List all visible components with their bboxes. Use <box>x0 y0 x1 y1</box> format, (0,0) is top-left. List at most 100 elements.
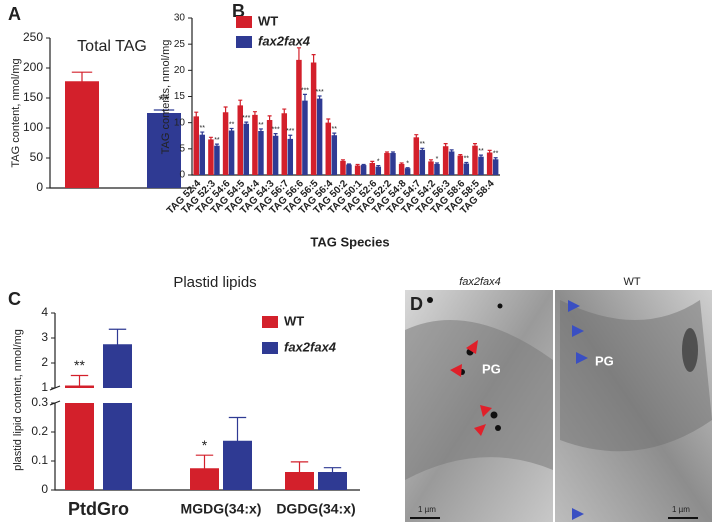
bar <box>442 146 449 175</box>
y-tick-label: 0 <box>41 482 48 496</box>
bar <box>65 81 99 188</box>
red-arrowheads <box>450 340 492 436</box>
chart-title: Total TAG <box>77 38 147 55</box>
bar <box>222 112 229 175</box>
bar <box>65 385 94 490</box>
y-tick-label: 20 <box>174 65 186 76</box>
x-axis-label: TAG Species <box>310 234 389 249</box>
bar <box>472 145 478 175</box>
bar <box>302 100 308 175</box>
bar <box>331 135 338 175</box>
y-axis-label: TAG content, nmol/mg <box>10 58 22 167</box>
bar <box>428 161 434 175</box>
chloroplast <box>405 320 553 480</box>
bar <box>208 139 214 175</box>
y-tick-label: 0 <box>179 170 185 181</box>
bar <box>340 160 346 175</box>
bar <box>310 62 317 175</box>
significance-label: * <box>406 161 409 168</box>
bar <box>390 153 396 175</box>
bar <box>384 153 390 175</box>
legend-swatch <box>236 16 252 28</box>
bar <box>272 135 279 175</box>
bar <box>214 145 220 175</box>
bar <box>316 98 323 175</box>
legend-label: WT <box>258 13 278 28</box>
legend-label: WT <box>284 313 304 328</box>
significance-label: *** <box>286 128 294 135</box>
y-tick-label: 0.1 <box>31 453 48 467</box>
bar <box>243 123 250 175</box>
blue-arrowheads <box>568 300 588 520</box>
panel-label: A <box>8 4 21 24</box>
pg-label: PG <box>595 353 614 368</box>
bar <box>147 113 181 188</box>
bar <box>237 105 244 175</box>
legend-label: fax2fax4 <box>284 339 337 354</box>
legend-swatch <box>262 342 278 354</box>
bar <box>457 155 464 175</box>
bar <box>103 344 132 490</box>
bar <box>285 472 314 490</box>
significance-label: ** <box>478 148 484 155</box>
significance-label: ** <box>159 92 170 108</box>
chart-title: Plastid lipids <box>173 274 256 291</box>
bar <box>223 440 252 490</box>
bar <box>463 163 470 175</box>
x-tick-label: DGDG(34:x) <box>276 501 355 517</box>
column-label: WT <box>623 276 640 288</box>
bar <box>486 152 493 175</box>
y-tick-label: 100 <box>23 120 43 134</box>
panel-label: C <box>8 289 21 309</box>
micrograph-panel: D fax2fax4 WT PG PG 1 µm 1 µm <box>405 276 712 522</box>
bar <box>199 134 205 175</box>
y-tick-label: 3 <box>41 330 48 344</box>
y-tick-label: 5 <box>179 143 185 154</box>
bar <box>193 116 199 175</box>
significance-label: ** <box>214 137 220 144</box>
y-tick-label: 200 <box>23 60 43 74</box>
bar <box>252 114 258 175</box>
significance-label: * <box>436 156 439 163</box>
bar <box>258 131 264 175</box>
legend-swatch <box>262 316 278 328</box>
significance-label: *** <box>272 127 280 134</box>
bar <box>419 149 426 175</box>
scale-label: 1 µm <box>672 505 690 514</box>
bar <box>478 156 484 175</box>
bar <box>492 159 499 175</box>
bar <box>354 165 361 175</box>
y-tick-label: 0.2 <box>31 424 48 438</box>
y-tick-label: 0 <box>36 180 43 194</box>
bar <box>360 165 367 175</box>
y-tick-label: 25 <box>174 39 186 50</box>
bar <box>266 120 273 175</box>
y-tick-label: 10 <box>174 117 186 128</box>
bar <box>448 151 455 175</box>
y-tick-label: 0.3 <box>31 395 48 409</box>
bar <box>296 59 302 175</box>
significance-label: ** <box>200 125 206 132</box>
bar <box>375 166 382 175</box>
y-tick-label: 150 <box>23 90 43 104</box>
panel-label: D <box>410 294 423 314</box>
y-tick-label: 4 <box>41 305 48 319</box>
significance-label: ** <box>420 141 426 148</box>
y-tick-label: 50 <box>30 150 44 164</box>
legend-label: fax2fax4 <box>258 33 311 48</box>
bar <box>404 168 411 175</box>
significance-label: ** <box>258 122 264 129</box>
panel-label: B <box>232 1 245 21</box>
significance-label: ** <box>464 155 470 162</box>
y-tick-label: 30 <box>174 13 186 24</box>
bar <box>346 164 352 175</box>
organelle <box>682 328 698 372</box>
pg-label: PG <box>482 361 501 376</box>
y-tick-label: 250 <box>23 30 43 44</box>
y-axis-label: plastid lipid content, nmol/mg <box>12 329 24 471</box>
bar <box>413 137 420 175</box>
significance-label: ** <box>332 126 338 133</box>
significance-label: ** <box>74 357 85 373</box>
significance-label: ** <box>493 151 499 158</box>
